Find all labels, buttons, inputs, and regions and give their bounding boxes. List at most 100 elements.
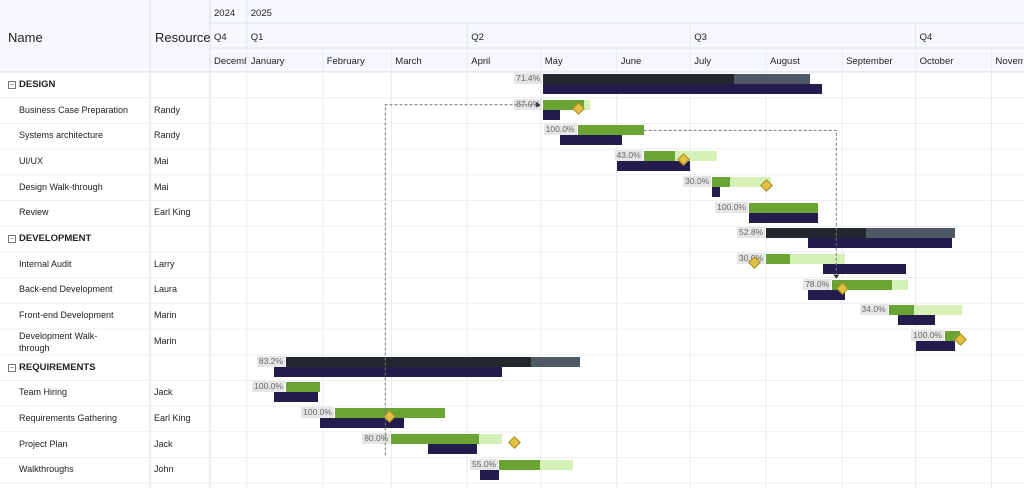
task-name[interactable]: Back-end Development — [19, 284, 113, 295]
month-label: March — [395, 56, 422, 67]
task-name[interactable]: Systems architecture — [19, 130, 104, 141]
summary-bar-progress[interactable] — [766, 228, 866, 239]
task-bar-progress[interactable] — [285, 382, 321, 393]
task-resource: Earl King — [154, 207, 191, 218]
group-name[interactable]: REQUIREMENTS — [19, 361, 96, 373]
baseline-bar — [543, 84, 823, 94]
task-resource: Larry — [154, 258, 175, 269]
task-name[interactable]: Review — [19, 207, 49, 218]
task-name[interactable]: Internal Audit — [19, 258, 72, 269]
baseline-bar — [712, 186, 720, 197]
task-bar-progress[interactable] — [766, 253, 790, 264]
group-name[interactable]: DESIGN — [19, 78, 56, 90]
task-resource: Laura — [154, 284, 178, 295]
summary-bar-progress[interactable] — [285, 356, 531, 367]
month-label: September — [846, 56, 893, 67]
header-background — [0, 0, 1024, 72]
progress-label: 55.0% — [470, 458, 499, 470]
task-resource: Randy — [154, 104, 181, 115]
quarter-label: Q4 — [214, 32, 227, 43]
task-name[interactable]: Front-end Development — [19, 310, 114, 321]
summary-bar-progress[interactable] — [543, 74, 734, 84]
task-resource: Jack — [154, 387, 173, 398]
quarter-label: Q4 — [919, 32, 933, 43]
quarter-label: Q2 — [471, 32, 484, 43]
baseline-bar — [807, 238, 953, 249]
progress-label: 100.0% — [911, 330, 944, 341]
collapse-toggle-icon[interactable]: – — [8, 363, 16, 372]
month-label: August — [770, 56, 800, 67]
baseline-bar — [749, 212, 818, 223]
progress-label: 83.2% — [256, 355, 285, 367]
task-bar-progress[interactable] — [643, 151, 676, 162]
task-resource: Mai — [154, 155, 169, 166]
baseline-bar — [320, 418, 404, 429]
progress-label: 87.0% — [514, 98, 543, 110]
task-bar-progress[interactable] — [832, 279, 892, 290]
baseline-bar — [616, 161, 691, 172]
task-bar-remaining[interactable] — [888, 305, 963, 316]
baseline-bar — [543, 109, 561, 120]
task-name[interactable]: Project Plan — [19, 438, 68, 449]
task-bar-progress[interactable] — [712, 176, 730, 187]
collapse-toggle-icon[interactable]: – — [8, 235, 16, 244]
collapse-toggle-icon[interactable]: – — [8, 80, 16, 89]
task-name[interactable]: Design Walk-through — [19, 181, 103, 192]
year-label: 2024 — [214, 8, 236, 19]
task-name[interactable]: UI/UX — [19, 155, 44, 166]
progress-label: 100.0% — [715, 201, 748, 213]
progress-label: 100.0% — [301, 407, 334, 419]
task-bar-progress[interactable] — [945, 331, 960, 341]
task-name[interactable]: Business Case Preparation — [19, 104, 129, 115]
progress-label: 43.0% — [614, 150, 643, 162]
baseline-bar — [479, 469, 500, 480]
quarter-label: Q3 — [694, 32, 707, 43]
baseline-bar — [273, 392, 318, 403]
month-label: February — [326, 56, 365, 67]
task-bar-progress[interactable] — [499, 459, 540, 470]
month-label: October — [919, 56, 954, 67]
task-resource: Marin — [154, 335, 177, 346]
month-label: November — [995, 56, 1023, 67]
progress-label: 78.0% — [803, 278, 832, 290]
task-name[interactable]: Walkthroughs — [19, 464, 74, 475]
task-resource: Jack — [154, 438, 173, 449]
year-label: 2025 — [250, 8, 272, 19]
month-label: June — [620, 56, 642, 67]
progress-label: 52.8% — [737, 227, 766, 239]
progress-label: 30.0% — [683, 175, 712, 187]
task-bar-progress[interactable] — [391, 433, 480, 444]
progress-label: 80.0% — [362, 432, 391, 444]
task-resource: John — [154, 464, 174, 475]
baseline-bar — [428, 443, 478, 454]
task-resource: Mai — [154, 181, 169, 192]
progress-label: 71.4% — [514, 73, 543, 84]
resource-column-header[interactable]: Resource — [155, 30, 211, 45]
group-name[interactable]: DEVELOPMENT — [19, 233, 92, 245]
task-name[interactable]: Development Walk-through — [19, 331, 98, 353]
progress-label: 100.0% — [543, 124, 577, 136]
task-bar-progress[interactable] — [888, 305, 914, 316]
month-label: April — [471, 56, 491, 67]
month-label: January — [250, 56, 285, 67]
task-name[interactable]: Requirements Gathering — [19, 412, 118, 423]
quarter-label: Q1 — [250, 32, 264, 43]
month-label: May — [544, 56, 563, 67]
baseline-bar — [822, 263, 906, 274]
month-label: December — [214, 56, 246, 67]
progress-label: 100.0% — [252, 381, 285, 393]
task-resource: Marin — [154, 310, 177, 321]
task-resource: Randy — [154, 130, 181, 141]
task-bar-progress[interactable] — [577, 125, 644, 136]
baseline-bar — [560, 135, 622, 146]
task-bar-progress[interactable] — [749, 202, 818, 213]
month-label: July — [694, 56, 712, 67]
baseline-bar — [898, 315, 936, 326]
name-column-header[interactable]: Name — [8, 30, 43, 45]
baseline-bar — [273, 366, 502, 377]
task-resource: Earl King — [154, 412, 191, 423]
task-name[interactable]: Team Hiring — [19, 387, 68, 398]
task-bar-progress[interactable] — [543, 99, 584, 110]
baseline-bar — [807, 289, 845, 300]
